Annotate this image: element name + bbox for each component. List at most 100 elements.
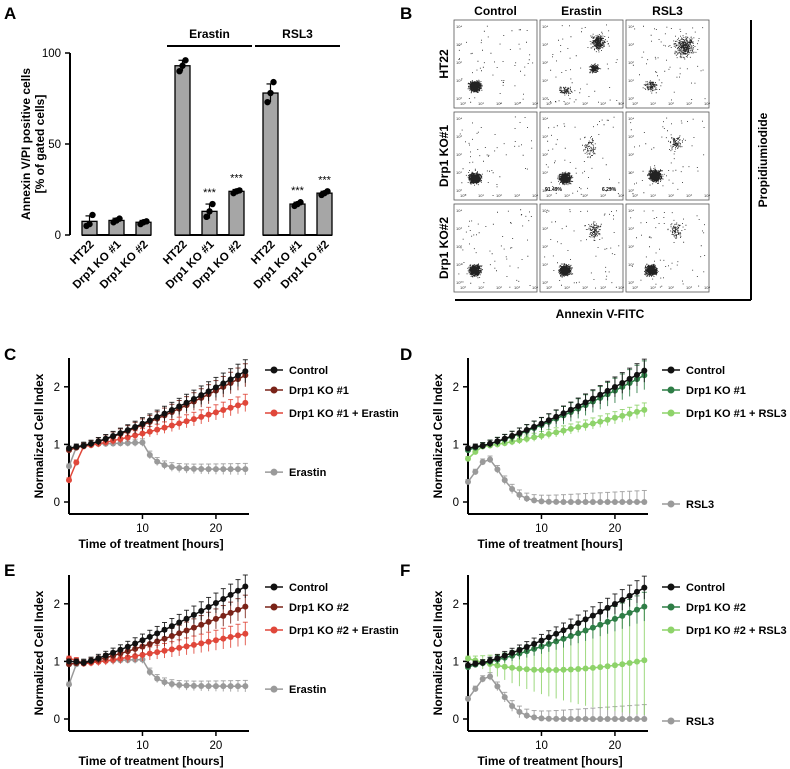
data-point [198, 682, 205, 689]
replicate-point [176, 68, 183, 75]
data-point [132, 439, 139, 446]
data-point [465, 478, 471, 485]
bar [228, 190, 245, 236]
bar [289, 203, 306, 236]
data-point [124, 427, 131, 434]
flow-y-tick-label: 10³ [542, 42, 548, 47]
data-point [545, 715, 552, 722]
data-point [597, 715, 604, 722]
data-point [641, 584, 648, 591]
flow-y-tick-label: 10⁴ [628, 24, 634, 29]
data-point [227, 683, 234, 690]
data-point [95, 438, 102, 445]
x-tick-label: 10 [136, 740, 149, 752]
legend-label: Erastin [289, 467, 327, 479]
data-point [168, 623, 175, 630]
flow-y-tick-label: 10⁰ [628, 188, 634, 193]
flow-row-label: Drp1 KO#2 [437, 217, 451, 279]
flow-row-label: HT22 [437, 49, 451, 79]
data-point [132, 432, 139, 439]
data-point [589, 612, 596, 619]
legend-swatch-marker [270, 366, 278, 374]
replicate-point [324, 188, 331, 195]
data-point [633, 499, 640, 505]
data-point [604, 498, 611, 505]
legend-swatch-marker [270, 603, 278, 611]
bar [316, 192, 333, 236]
data-point [139, 430, 146, 437]
flow-y-tick-label: 10³ [628, 226, 634, 231]
data-point [205, 638, 212, 645]
data-point [190, 395, 197, 402]
data-point [567, 425, 574, 432]
legend-label: RSL3 [686, 499, 714, 511]
data-point [604, 416, 611, 423]
data-point [190, 611, 197, 618]
data-point [234, 402, 241, 409]
data-point [176, 644, 183, 651]
flow-x-tick-label: 10⁰ [460, 285, 466, 290]
data-point [545, 634, 552, 641]
data-point [553, 638, 560, 645]
data-point [611, 662, 618, 669]
flow-y-tick-label: 10³ [456, 226, 462, 231]
data-point [465, 695, 471, 702]
x-tick-label: 20 [210, 740, 223, 752]
data-point [611, 716, 618, 722]
replicate-point [264, 98, 271, 106]
panel-c-label: C [4, 345, 16, 364]
data-point [641, 603, 648, 610]
data-point [73, 658, 80, 665]
legend-swatch-marker [667, 366, 675, 374]
data-point [198, 392, 205, 399]
data-point [124, 643, 131, 650]
data-point [516, 665, 523, 672]
y-tick-label: 0 [54, 497, 60, 509]
data-point [560, 627, 567, 634]
data-point [582, 665, 589, 672]
data-point [242, 630, 249, 637]
data-point [161, 647, 168, 654]
flow-x-tick-label: 10⁴ [704, 101, 710, 106]
flow-y-tick-label: 10⁰ [456, 188, 462, 193]
data-point [575, 666, 582, 673]
flow-y-tick-label: 10² [628, 244, 634, 249]
flow-x-tick-label: 10⁴ [618, 101, 624, 106]
data-point [472, 660, 479, 667]
flow-x-tick-label: 10⁰ [546, 101, 552, 106]
legend-swatch-marker [270, 583, 278, 591]
data-point [531, 666, 538, 673]
flow-x-tick-label: 10⁴ [532, 285, 538, 290]
flow-y-tick-label: 10¹ [628, 170, 634, 175]
data-point [139, 643, 146, 650]
data-point [117, 430, 124, 437]
data-point [619, 596, 626, 603]
y-tick-label: 2 [54, 599, 60, 611]
data-point [538, 420, 545, 427]
y-tick-label: 2 [54, 382, 60, 394]
panel-f-label: F [400, 561, 410, 580]
data-point [465, 662, 471, 669]
series-drp1-ko-1 [465, 360, 648, 454]
data-point [531, 423, 538, 430]
data-point [66, 445, 72, 452]
data-point [560, 410, 567, 417]
legend-swatch-marker [270, 685, 278, 693]
y-tick-label: 1 [54, 439, 60, 451]
data-point [212, 409, 219, 416]
y-tick-label: 50 [48, 139, 61, 151]
flow-x-tick-label: 10¹ [564, 101, 570, 106]
flow-y-tick-label: 10⁰ [456, 280, 462, 285]
data-point [234, 683, 241, 690]
data-point [176, 403, 183, 410]
data-point [161, 462, 168, 469]
data-point [582, 616, 589, 623]
flow-x-tick-label: 10³ [686, 193, 692, 198]
flow-x-tick-label: 10⁰ [546, 193, 552, 198]
data-point [567, 623, 574, 630]
data-point [545, 640, 552, 647]
flow-x-tick-label: 10³ [514, 193, 520, 198]
panel-a-label: A [4, 4, 16, 23]
data-point [117, 646, 124, 653]
data-point [190, 682, 197, 689]
